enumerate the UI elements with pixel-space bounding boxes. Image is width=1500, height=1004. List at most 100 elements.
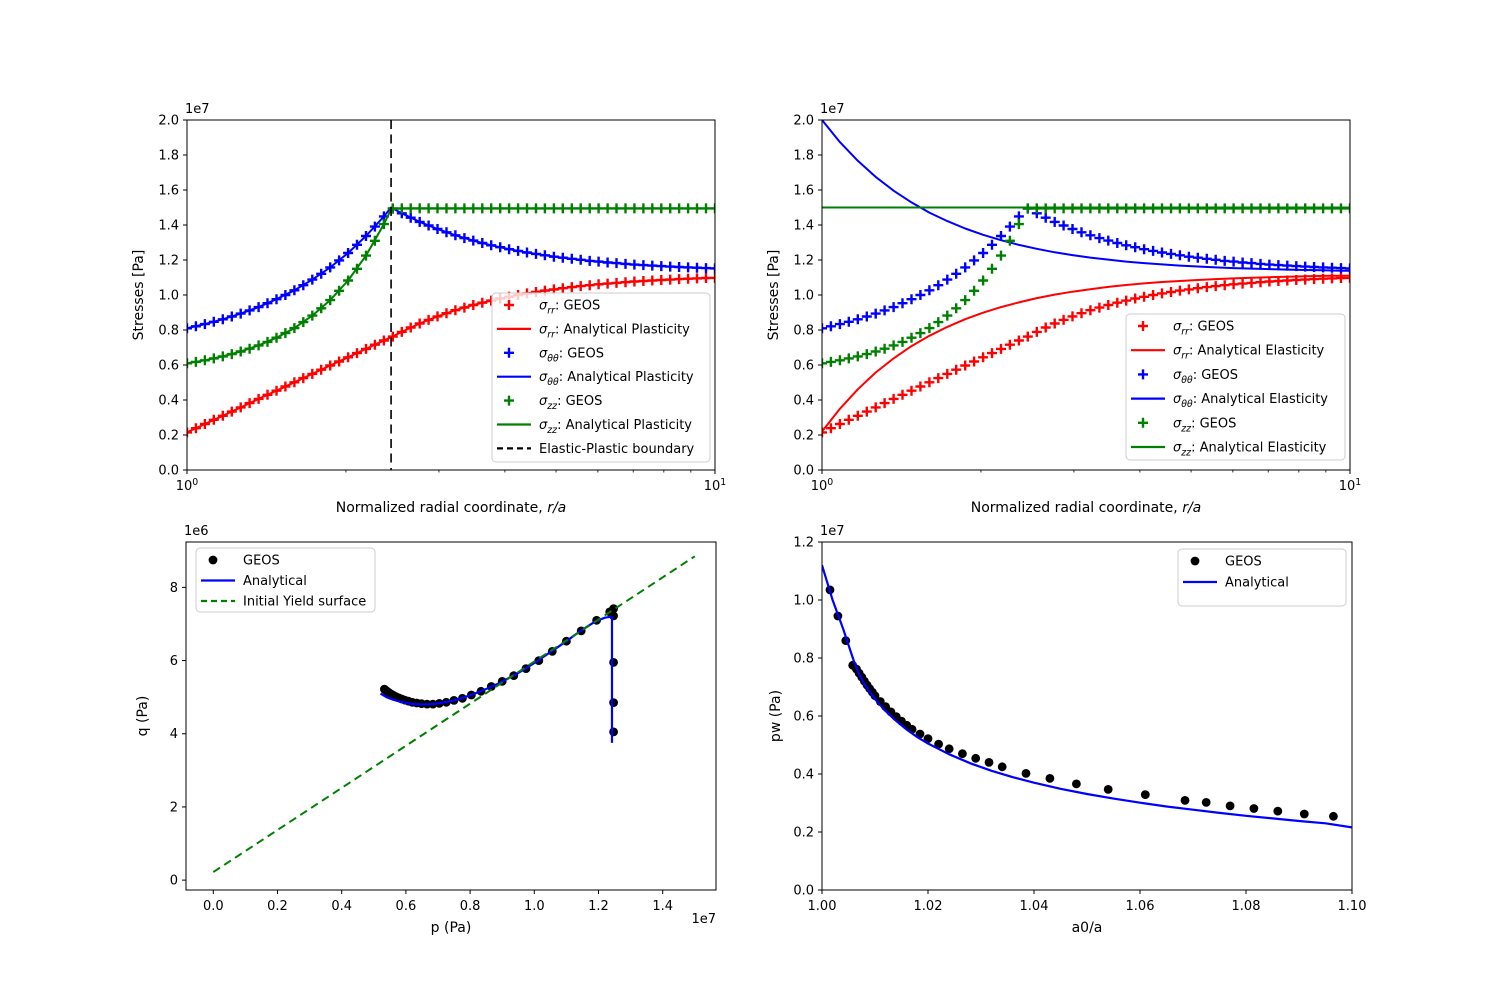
- legend-entry-label: σθθ: GEOS: [1173, 368, 1238, 386]
- legend-marker-plus: [504, 347, 514, 358]
- plot-area-p-q-path: [212, 555, 696, 873]
- y-tick-label: 1.4: [158, 219, 179, 234]
- y-offset-label: 1e7: [185, 102, 210, 117]
- y-tick-label: 1.6: [793, 184, 814, 199]
- legend-entry-label: Initial Yield surface: [243, 595, 366, 610]
- ticks: [818, 541, 1353, 894]
- legend-marker-dot: [1190, 556, 1200, 566]
- y-tick-label: 1.0: [793, 289, 814, 304]
- series-initial-yield-surface: [212, 555, 696, 873]
- legend-entry-label: σθθ: Analytical Plasticity: [539, 370, 694, 388]
- x-tick-label: 1.00: [808, 899, 837, 914]
- y-tick-label: 0.6: [158, 359, 179, 374]
- x-axis-label: p (Pa): [431, 920, 472, 936]
- y-axis-label: q (Pa): [135, 696, 151, 737]
- subplot-pw-radius: 1.00 1.02 1.04 1.06 1.08 1.10 0.0 0.2 0.4 0.6 0.8 1…: [768, 524, 1366, 936]
- y-tick-label: 1.0: [158, 289, 179, 304]
- x-tick-label: 1.4: [652, 899, 673, 914]
- legend-p-q-path: GEOS Analytical Initial Yield surface: [195, 547, 376, 613]
- plot-area-stress-plasticity: [187, 120, 715, 470]
- legend-entry-label: σzz: GEOS: [539, 394, 602, 412]
- y-tick-label: 0.4: [158, 394, 179, 409]
- y-tick-label: 0.6: [793, 710, 814, 725]
- axes-spines: [185, 541, 717, 891]
- y-tick-label: 1.2: [158, 254, 179, 269]
- y-tick-label: 1.0: [793, 594, 814, 609]
- series-sigma-rr-analytical-plasticity: [187, 276, 715, 434]
- legend-stress-elasticity: σrr: GEOS σrr: Analytical Elasticity σθθ: …: [1125, 313, 1346, 461]
- ticks: [182, 586, 664, 894]
- y-axis-label: Stresses [Pa]: [131, 250, 147, 341]
- x-tick-label: 1.2: [588, 899, 609, 914]
- legend-marker-plus: [1138, 417, 1148, 428]
- y-tick-label: 0.4: [793, 394, 814, 409]
- legend-entry-label: GEOS: [1225, 555, 1262, 570]
- legend-box: [1177, 548, 1347, 607]
- legend-box: [1125, 313, 1346, 461]
- y-axis-label: pw (Pa): [768, 690, 784, 742]
- legend-marker-plus: [1138, 369, 1148, 380]
- x-tick-label: 1.10: [1338, 899, 1367, 914]
- x-tick-label: 0.4: [331, 899, 352, 914]
- series-sigma-tt-geos: [822, 203, 1350, 334]
- y-tick-label: 2.0: [158, 114, 179, 129]
- y-tick-label: 6: [170, 654, 178, 669]
- x-tick-label: 0.6: [396, 899, 417, 914]
- y-tick-label: 0.4: [793, 768, 814, 783]
- y-tick-label: 0.0: [793, 884, 814, 899]
- y-tick-label: 0.0: [793, 464, 814, 479]
- legend-entry-label: σθθ: GEOS: [539, 346, 604, 364]
- legend-entry-label: σzz: GEOS: [1173, 416, 1236, 434]
- y-offset-label: 1e6: [184, 524, 209, 539]
- legend-entry-label: Analytical: [243, 574, 307, 589]
- legend-marker-plus: [504, 395, 514, 406]
- series-geos-dots: [380, 604, 618, 737]
- y-tick-label: 4: [170, 727, 178, 742]
- x-axis-label: a0/a: [1072, 920, 1103, 936]
- y-tick-label: 1.4: [793, 219, 814, 234]
- y-tick-label: 1.8: [158, 149, 179, 164]
- y-offset-label: 1e7: [820, 102, 845, 117]
- y-tick-label: 1.8: [793, 149, 814, 164]
- x-tick-label: 101: [1339, 477, 1362, 494]
- legend-entry-label: σzz: Analytical Elasticity: [1173, 441, 1327, 459]
- x-tick-label: 100: [811, 477, 834, 494]
- legend-marker-plus: [504, 300, 514, 310]
- y-tick-label: 1.2: [793, 254, 814, 269]
- subplot-p-q-path: 0.0 0.2 0.4 0.6 0.8 1.0 1.2 1.4 0 2 4 6 8 p (Pa) q (Pa…: [135, 524, 717, 936]
- y-tick-label: 8: [170, 581, 178, 596]
- y-tick-label: 0.8: [793, 324, 814, 339]
- legend-marker-plus: [1138, 321, 1148, 331]
- y-tick-label: 0.8: [158, 324, 179, 339]
- x-offset-label: 1e7: [691, 912, 716, 927]
- x-axis-label: Normalized radial coordinate, r/a: [971, 500, 1202, 516]
- x-tick-label: 0.2: [267, 899, 288, 914]
- legend-box: [195, 547, 376, 613]
- legend-entry-label: σrr: Analytical Plasticity: [539, 322, 690, 340]
- y-tick-label: 2.0: [793, 114, 814, 129]
- y-tick-label: 2: [170, 800, 178, 815]
- legend-entry-label: GEOS: [243, 554, 280, 569]
- y-tick-label: 0: [170, 874, 178, 889]
- plot-area-stress-elasticity: [822, 120, 1350, 438]
- series-analytical-curve: [822, 564, 1352, 829]
- ticks: [818, 119, 1351, 474]
- legend-entry-label: Elastic-Plastic boundary: [539, 442, 695, 457]
- y-tick-label: 0.8: [793, 652, 814, 667]
- x-tick-label: 0.0: [203, 899, 224, 914]
- series-geos-dots: [825, 585, 1338, 821]
- x-tick-label: 1.0: [524, 899, 545, 914]
- x-tick-label: 1.08: [1232, 899, 1261, 914]
- legend-entry-label: σzz: Analytical Plasticity: [539, 418, 692, 436]
- legend-entry-label: σrr: GEOS: [539, 299, 600, 317]
- series-sigma-rr-analytical-elasticity: [822, 274, 1350, 433]
- y-offset-label: 1e7: [820, 524, 845, 539]
- legend-stress-plasticity: σrr: GEOS σrr: Analytical Plasticity σθθ: …: [491, 292, 711, 463]
- series-sigma-tt-analytical-elasticity: [822, 120, 1350, 272]
- y-tick-label: 0.2: [793, 429, 814, 444]
- legend-entry-label: σrr: Analytical Elasticity: [1173, 344, 1325, 362]
- legend-box: [491, 292, 711, 463]
- x-tick-label: 101: [704, 477, 727, 494]
